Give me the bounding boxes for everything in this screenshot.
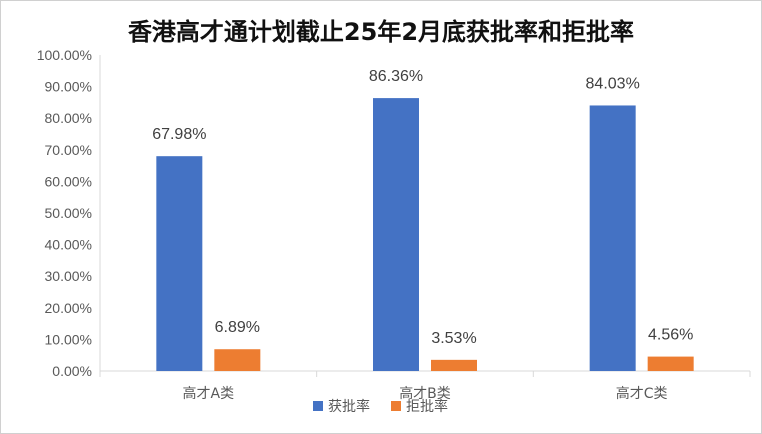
x-tick-marks — [99, 371, 751, 377]
y-tick-label: 80.00% — [45, 110, 92, 126]
legend-swatch — [313, 401, 323, 411]
bar-rejection — [214, 349, 261, 371]
data-label: 3.53% — [431, 330, 476, 347]
data-label: 86.36% — [369, 68, 423, 85]
bar-approval — [373, 98, 419, 371]
data-label: 67.98% — [152, 126, 206, 143]
y-tick-label: 40.00% — [45, 237, 92, 253]
data-label: 84.03% — [586, 75, 640, 92]
bar-approval — [589, 105, 636, 371]
legend: 获批率 拒批率 — [313, 398, 448, 415]
bars — [156, 98, 694, 371]
category-label: 高才C类 — [616, 385, 668, 402]
category-label: 高才A类 — [183, 385, 235, 402]
bar-approval — [156, 156, 203, 371]
y-tick-label: 50.00% — [45, 205, 92, 221]
data-labels: 67.98% 6.89% 86.36% 3.53% 84.03% 4.56% — [152, 68, 693, 347]
y-tick-label: 20.00% — [45, 300, 92, 316]
legend-label: 拒批率 — [406, 398, 448, 415]
data-label: 6.89% — [215, 319, 260, 336]
legend-label: 获批率 — [328, 398, 370, 415]
y-tick-label: 30.00% — [45, 268, 92, 284]
legend-swatch — [391, 401, 401, 411]
y-tick-label: 90.00% — [45, 79, 92, 95]
y-tick-label: 10.00% — [45, 331, 92, 347]
y-tick-label: 0.00% — [52, 363, 92, 379]
bar-rejection — [647, 356, 694, 371]
chart-title: 香港高才通计划截止25年2月底获批率和拒批率 — [127, 18, 635, 46]
category-labels: 高才A类 高才B类 高才C类 — [183, 385, 668, 402]
y-tick-labels: 0.00% 10.00% 20.00% 30.00% 40.00% 50.00% 60.00… — [37, 47, 92, 379]
y-tick-label: 70.00% — [45, 142, 92, 158]
bar-rejection — [431, 359, 477, 371]
y-tick-label: 100.00% — [37, 47, 92, 63]
category-label: 高才B类 — [399, 385, 451, 402]
y-tick-label: 60.00% — [45, 173, 92, 189]
data-label: 4.56% — [648, 327, 693, 344]
